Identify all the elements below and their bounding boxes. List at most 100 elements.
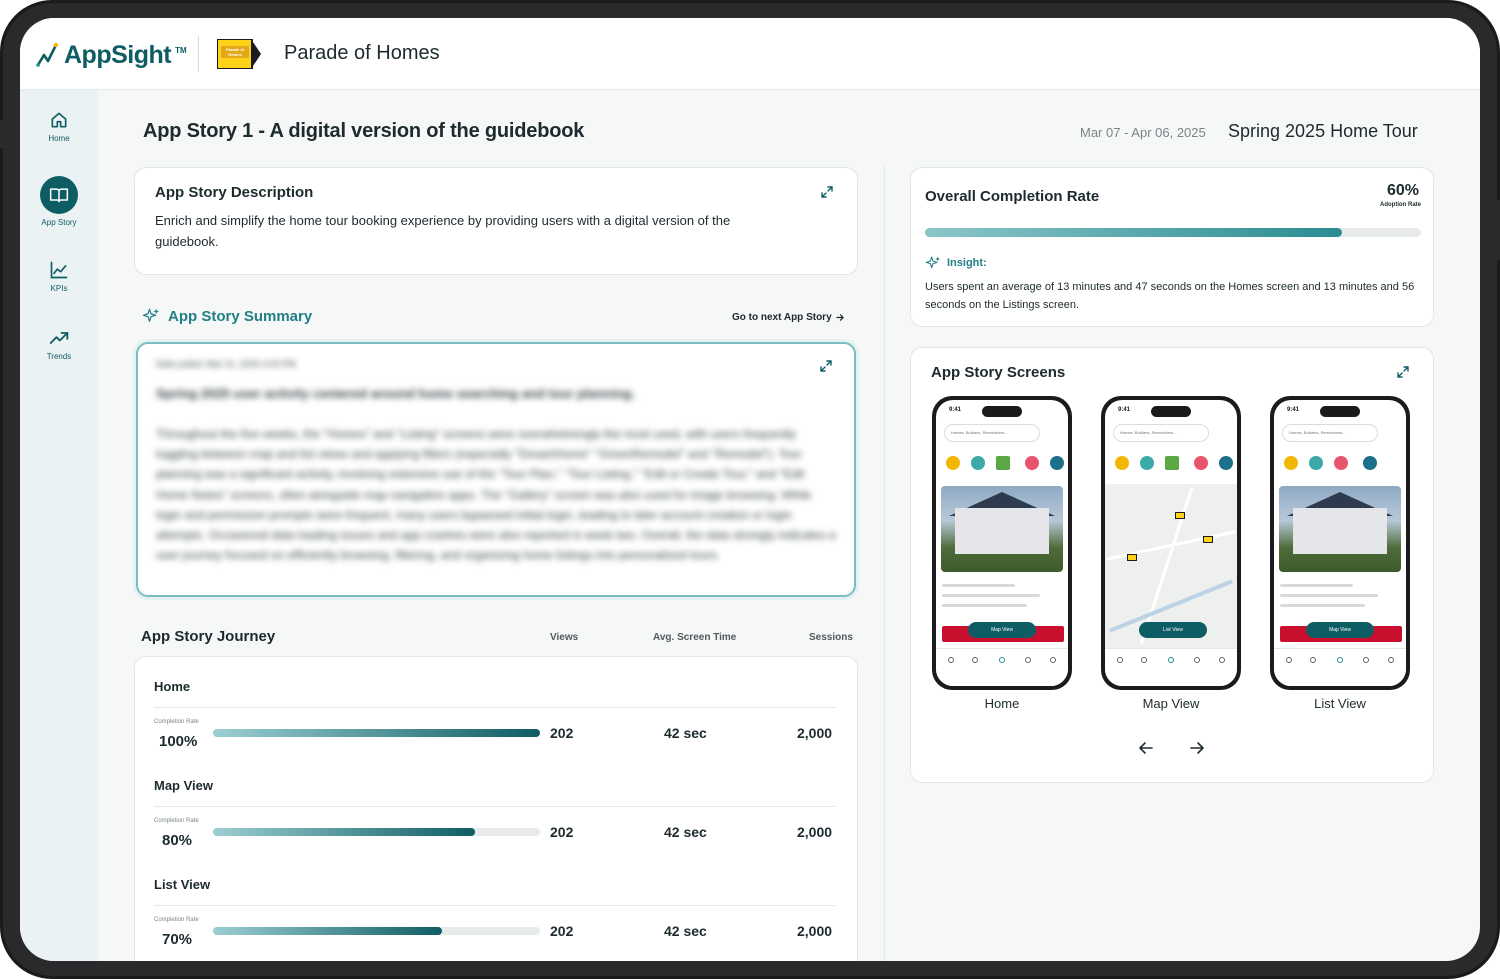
listing-details [942,584,1064,614]
summary-headline: Spring 2025 user activity centered aroun… [156,386,635,401]
listing-photo [1279,486,1401,572]
screen-thumbnail-home[interactable]: 9:41 Homes, Builders, Remodelers... [932,396,1072,690]
home-icon [51,112,67,128]
journey-card: Home Completion Rate 100% 202 42 sec 2,0… [134,656,858,961]
brand-name: AppSight [64,40,172,69]
insight-text: Users spent an average of 13 minutes and… [925,281,1415,311]
phone-toggle-pill: Map View [1306,622,1374,638]
column-sessions: Sessions [809,632,853,643]
phone-map [1105,484,1237,648]
avg-time-value: 42 sec [664,923,707,939]
phone-search: Homes, Builders, Remodelers... [944,424,1040,442]
completion-progress-bar [925,228,1421,237]
side-button [1497,200,1500,260]
parade-of-homes-logo: Parade of Homes [217,39,263,69]
phone-screen: 9:41 Homes, Builders, Remodelers... [936,400,1068,686]
journey-screen-name: Map View [154,778,214,793]
description-title: App Story Description [155,184,314,201]
phone-categories [942,456,1064,480]
screen-caption: List View [1314,696,1366,711]
sessions-value: 2,000 [797,824,833,840]
summary-body: Throughout the five weeks, the "Homes" a… [156,427,836,563]
summary-card: Date pulled: Mar 31, 2025 4:00 PM Spring… [136,342,856,597]
summary-date-pulled: Date pulled: Mar 31, 2025 4:00 PM [156,359,296,369]
completion-rate-label: Completion Rate [154,818,199,824]
sparkle-icon [142,308,160,322]
brand-trademark: TM [175,45,187,55]
sidebar-item-label: KPIs [50,284,68,293]
description-card: App Story Description Enrich and simplif… [134,167,858,275]
screens-title: App Story Screens [931,364,1066,381]
row-divider [154,905,836,906]
adoption-rate-label: Adoption Rate [1380,202,1421,208]
completion-progress-bar [213,927,540,935]
phone-time: 9:41 [949,407,962,413]
views-value: 202 [550,824,574,840]
completion-rate-value: 100% [159,733,198,750]
listing-photo [941,486,1063,572]
phone-search: Homes, Builders, Remodelers... [1113,424,1209,442]
sidebar-item-kpis[interactable]: KPIs [20,260,98,293]
completion-progress-fill [213,927,442,935]
completion-rate-value: 70% [162,931,193,948]
phone-time: 9:41 [1118,407,1131,413]
phone-notch [1320,406,1360,417]
insight-label: Insight: [947,257,987,269]
partner-logo-text: Parade of Homes [221,46,249,58]
app-name: Parade of Homes [284,42,440,64]
column-views: Views [550,632,579,643]
phone-tabbar [1274,648,1406,686]
phone-notch [1151,406,1191,417]
row-divider [154,707,836,708]
next-app-story-link[interactable]: Go to next App Story [732,312,845,323]
phone-search-text: Homes, Builders, Remodelers... [1289,430,1346,435]
screen-thumbnail-map-view[interactable]: 9:41 Homes, Builders, Remodelers... [1101,396,1241,690]
phone-categories [1280,456,1402,480]
completion-progress-bar [213,729,540,737]
sidebar-item-home[interactable]: Home [20,110,98,143]
appsight-logo[interactable]: AppSight TM [36,38,187,72]
completion-title: Overall Completion Rate [925,188,1100,205]
sidebar-item-app-story[interactable]: App Story [20,176,98,227]
completion-value: 60% [1386,182,1419,199]
phone-notch [982,406,1022,417]
views-value: 202 [550,923,574,939]
app-screen: AppSight TM Parade of Homes Parade of Ho… [20,18,1480,961]
sidebar-item-trends[interactable]: Trends [20,328,98,361]
completion-rate-value: 80% [162,832,193,849]
next-link-label: Go to next App Story [732,312,832,323]
phone-screen: 9:41 Homes, Builders, Remodelers... [1105,400,1237,686]
phone-toggle-pill: Map View [968,622,1036,638]
arrow-left-icon[interactable] [1136,738,1156,758]
description-text: Enrich and simplify the home tour bookin… [155,213,731,249]
date-range[interactable]: Mar 07 - Apr 06, 2025 [1080,125,1206,140]
screens-card: App Story Screens 9:41 Homes, Builders, … [910,347,1434,783]
top-bar: AppSight TM Parade of Homes Parade of Ho… [20,18,1480,90]
expand-icon[interactable] [821,186,833,198]
sessions-value: 2,000 [797,725,833,741]
column-divider [884,166,885,961]
sidebar-item-label: Trends [46,352,72,361]
completion-progress-bar [213,828,540,836]
arrow-right-icon[interactable] [1187,738,1207,758]
insight-header: Insight: [925,255,987,271]
sessions-value: 2,000 [797,923,833,939]
volume-button [0,120,3,148]
sidebar-item-label: App Story [41,218,77,227]
views-value: 202 [550,725,574,741]
completion-progress-fill [213,729,540,737]
arrow-right-small-icon [835,314,844,321]
tour-name[interactable]: Spring 2025 Home Tour [1228,121,1418,141]
summary-header: App Story Summary [142,307,312,325]
completion-card: Overall Completion Rate 60% Adoption Rat… [910,167,1434,327]
phone-toggle-pill: List View [1139,622,1207,638]
completion-rate-label: Completion Rate [154,719,199,725]
expand-icon[interactable] [820,360,832,372]
line-chart-icon [50,261,68,279]
screen-thumbnail-list-view[interactable]: 9:41 Homes, Builders, Remodelers... [1270,396,1410,690]
phone-search-text: Homes, Builders, Remodelers... [951,430,1008,435]
completion-progress-fill [925,228,1342,237]
expand-icon[interactable] [1397,366,1409,378]
sidebar: Home App Story KPIs [20,90,98,961]
